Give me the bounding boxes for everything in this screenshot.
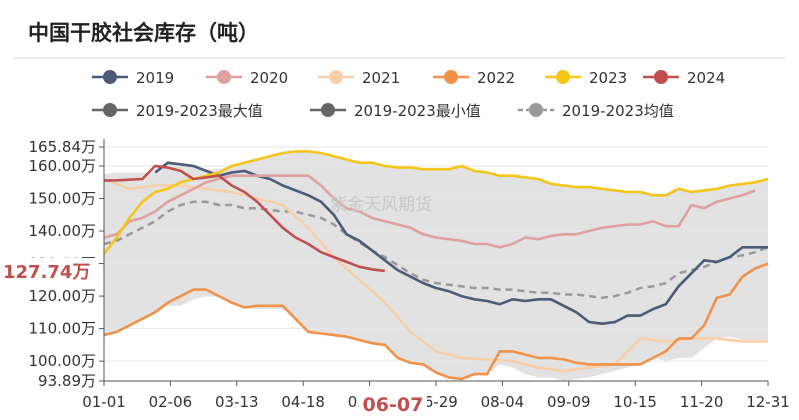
legend: 2019 2020 2021 2022 2023 2024 2019-2023最大值 2019… (92, 69, 725, 120)
y-tick-label-7: 160.00万 (29, 157, 97, 175)
legend-item-2019-2023均值: 2019-2023均值 (518, 102, 674, 120)
legend-swatch-marker (217, 70, 231, 84)
legend-item-2019: 2019 (92, 69, 174, 87)
x-tick-label-8: 10-15 (613, 393, 657, 411)
legend-label: 2021 (362, 69, 400, 87)
x-tick-label-0: 01-01 (82, 393, 126, 411)
legend-swatch-marker (556, 70, 570, 84)
x-tick-label-6: 08-04 (481, 393, 525, 411)
legend-swatch-marker (321, 103, 335, 117)
series-line-2021 (103, 177, 768, 373)
y-tick-label-6: 150.00万 (29, 190, 97, 208)
legend-label: 2019 (136, 69, 174, 87)
current-value-bg (0, 257, 97, 284)
legend-item-2019-2023最小值: 2019-2023最小值 (310, 102, 481, 120)
chart-title: 中国干胶社会库存（吨） (28, 21, 259, 45)
legend-swatch-marker (329, 70, 343, 84)
legend-swatch-marker (103, 70, 117, 84)
highlight-date-label: 06-07 (363, 394, 424, 416)
axes: 93.89万100.00万110.00万120.00万130.00万140.00… (0, 138, 790, 416)
series-line-2020 (103, 174, 756, 249)
x-tick-label-1: 02-06 (149, 393, 193, 411)
range-band (104, 151, 768, 381)
legend-label: 2023 (589, 69, 627, 87)
legend-item-2024: 2024 (643, 69, 725, 87)
legend-item-2021: 2021 (318, 69, 400, 87)
y-tick-label-3: 120.00万 (29, 287, 97, 305)
x-tick-label-2: 03-13 (215, 393, 259, 411)
legend-label: 2024 (687, 69, 725, 87)
series-lines (102, 150, 769, 381)
series-line-2022 (103, 262, 769, 381)
legend-label: 2019-2023最小值 (354, 102, 481, 120)
x-tick-label-7: 09-09 (547, 393, 591, 411)
y-tick-label-8: 165.84万 (29, 138, 97, 156)
highlight-date-bg (358, 389, 427, 415)
series-line-2019 (154, 161, 768, 326)
legend-item-2020: 2020 (206, 69, 288, 87)
legend-item-2023: 2023 (545, 69, 627, 87)
legend-label: 2020 (250, 69, 288, 87)
y-tick-label-2: 110.00万 (29, 320, 97, 338)
legend-item-2019-2023最大值: 2019-2023最大值 (92, 102, 263, 120)
x-tick-label-9: 11-20 (680, 393, 724, 411)
y-tick-label-0: 93.89万 (38, 372, 96, 390)
legend-swatch-marker (444, 70, 458, 84)
legend-swatch-marker (654, 70, 668, 84)
watermark: 紫金天风期货 (330, 195, 432, 215)
x-tick-label-3: 04-18 (281, 393, 325, 411)
series-line-2023 (102, 150, 769, 255)
legend-swatch-marker (529, 103, 543, 117)
series-line-2024 (103, 164, 386, 273)
y-tick-label-5: 140.00万 (29, 222, 97, 240)
range-band-area (104, 151, 768, 381)
legend-label: 2019-2023最大值 (136, 102, 263, 120)
x-tick-label-10: 12-31 (746, 393, 790, 411)
legend-label: 2019-2023均值 (562, 102, 674, 120)
legend-swatch-marker (103, 103, 117, 117)
legend-label: 2022 (477, 69, 515, 87)
series-line-2019-2023均值 (103, 200, 769, 299)
current-value-label: 127.74万 (3, 262, 90, 283)
y-tick-label-1: 100.00万 (29, 352, 97, 370)
legend-item-2022: 2022 (433, 69, 515, 87)
